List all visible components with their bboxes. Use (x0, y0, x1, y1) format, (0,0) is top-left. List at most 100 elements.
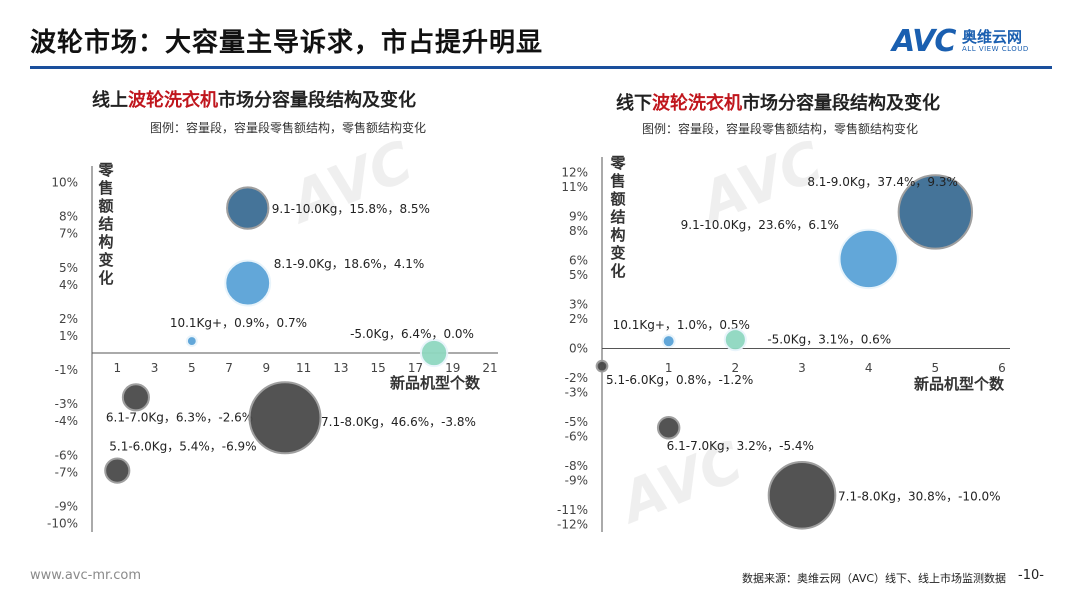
bubble-label: 8.1-9.0Kg，18.6%，4.1% (274, 257, 425, 271)
chart-title-online: 线上波轮洗衣机市场分容量段结构及变化 (92, 86, 416, 112)
chart-title-suffix: 市场分容量段结构及变化 (742, 93, 940, 114)
footer-source: 数据来源：奥维云网（AVC）线下、线上市场监测数据 (742, 572, 1007, 585)
x-tick-label: 5 (932, 361, 940, 375)
bubble (595, 359, 609, 373)
bubble (656, 416, 681, 440)
bubble (661, 334, 676, 349)
y-tick-label: 2% (59, 312, 78, 326)
x-tick-label: 1 (665, 361, 673, 375)
logo-brand: AVC (892, 24, 956, 59)
y-tick-label: 3% (569, 297, 588, 311)
bubble (121, 383, 150, 412)
bubble-label: 6.1-7.0Kg，3.2%，-5.4% (667, 439, 814, 453)
x-tick-label: 3 (151, 361, 159, 375)
bubble-label: 9.1-10.0Kg，23.6%，6.1% (681, 218, 839, 232)
bubble-label: 10.1Kg+，1.0%，0.5% (613, 318, 750, 332)
bubble-label: -5.0Kg，3.1%，0.6% (767, 333, 891, 347)
chart-legend-online: 图例：容量段，容量段零售额结构，零售额结构变化 (150, 121, 427, 135)
chart-legend-offline: 图例：容量段，容量段零售额结构，零售额结构变化 (642, 122, 919, 136)
bubble-label: 6.1-7.0Kg，6.3%，-2.6% (106, 410, 253, 424)
y-tick-label: -6% (565, 430, 588, 444)
x-tick-label: 1 (113, 361, 121, 375)
bubble (723, 328, 747, 352)
y-tick-label: 0% (569, 342, 588, 356)
bubble (224, 259, 272, 307)
avc-logo: AVC 奥维云网 ALL VIEW CLOUD (892, 24, 1062, 59)
y-tick-label: 5% (59, 261, 78, 275)
bubble (226, 186, 270, 230)
offline-bubble-chart: 12%11% 9%8% 6%5% 3%2% 0% -2%-3% -5%-6% -8%-9% -1… (557, 154, 1010, 532)
chart-title-offline: 线下波轮洗衣机市场分容量段结构及变化 (616, 89, 940, 115)
bubble-label: 5.1-6.0Kg，5.4%，-6.9% (109, 440, 256, 454)
y-tick-label: -9% (55, 499, 78, 513)
bubble-label: 10.1Kg+，0.9%，0.7% (170, 316, 307, 330)
y-tick-label: 8% (59, 210, 78, 224)
x-tick-label: 21 (482, 361, 497, 375)
bubble-label: 7.1-8.0Kg，46.6%，-3.8% (321, 415, 476, 429)
page-title: 波轮市场：大容量主导诉求，市占提升明显 (30, 28, 544, 58)
y-tick-label: -2% (565, 371, 588, 385)
x-axis-label: 新品机型个数 (914, 375, 1005, 393)
online-bubble-chart: 10%8%7%5%4%2%1%-1%-3%-4%-6%-7%-9%-10%1 3 5… (47, 161, 498, 532)
chart-title-prefix: 线上 (92, 90, 128, 111)
x-tick-label: 6 (998, 361, 1006, 375)
footer-url: www.avc-mr.com (30, 568, 142, 583)
logo-en-name: ALL VIEW CLOUD (962, 45, 1029, 53)
y-tick-label: 11% (561, 180, 588, 194)
y-tick-label: 10% (51, 176, 78, 190)
bubble-label: -5.0Kg，6.4%，0.0% (350, 327, 474, 341)
x-tick-label: 7 (225, 361, 233, 375)
x-tick-label: 19 (445, 361, 460, 375)
x-tick-label: 9 (263, 361, 271, 375)
y-tick-label: 1% (59, 329, 78, 343)
y-tick-label: -9% (565, 474, 588, 488)
page-number: -10- (1018, 568, 1044, 583)
y-tick-label: -4% (55, 414, 78, 428)
x-tick-label: 3 (798, 361, 806, 375)
x-tick-label: 4 (865, 361, 873, 375)
y-tick-label: -12% (557, 518, 588, 532)
bubble-label: 5.1-6.0Kg，0.8%，-1.2% (606, 373, 753, 387)
y-tick-label: 6% (569, 253, 588, 267)
y-axis-label: 零售额结构变化 (609, 154, 626, 280)
x-tick-label: 5 (188, 361, 196, 375)
bubble (104, 457, 131, 484)
y-tick-label: -11% (557, 503, 588, 517)
y-tick-label: 4% (59, 278, 78, 292)
x-axis-label: 新品机型个数 (390, 374, 481, 392)
header-rule (30, 66, 1052, 69)
y-tick-label: -10% (47, 516, 78, 530)
y-tick-label: -1% (55, 363, 78, 377)
y-tick-label: -5% (565, 415, 588, 429)
chart-title-suffix: 市场分容量段结构及变化 (218, 90, 416, 111)
bubble (185, 335, 198, 347)
y-tick-label: 9% (569, 209, 588, 223)
y-tick-label: -8% (565, 459, 588, 473)
bubble (838, 228, 899, 290)
y-axis-label: 零售额结构变化 (97, 161, 114, 287)
bubble (767, 461, 837, 530)
y-tick-label: 12% (561, 165, 588, 179)
bubble-label: 7.1-8.0Kg，30.8%，-10.0% (838, 489, 1001, 503)
bubble-label: 9.1-10.0Kg，15.8%，8.5% (272, 202, 430, 216)
y-tick-label: 8% (569, 224, 588, 238)
x-tick-label: 13 (333, 361, 348, 375)
x-tick-label: 15 (371, 361, 386, 375)
y-tick-label: -6% (55, 448, 78, 462)
y-tick-label: 2% (569, 312, 588, 326)
chart-title-highlight: 波轮洗衣机 (128, 90, 218, 111)
bubble-label: 8.1-9.0Kg，37.4%，9.3% (807, 175, 958, 189)
x-tick-label: 2 (732, 361, 740, 375)
y-tick-label: -7% (55, 465, 78, 479)
logo-cn-name: 奥维云网 (962, 28, 1023, 46)
bubble (897, 174, 974, 250)
bubble (419, 338, 449, 368)
bubble (248, 381, 322, 455)
x-tick-label: 17 (408, 361, 423, 375)
x-tick-label: 11 (296, 361, 311, 375)
chart-title-prefix: 线下 (616, 93, 652, 114)
y-tick-label: -3% (565, 386, 588, 400)
y-tick-label: -3% (55, 397, 78, 411)
chart-title-highlight: 波轮洗衣机 (652, 93, 742, 114)
y-tick-label: 5% (569, 268, 588, 282)
